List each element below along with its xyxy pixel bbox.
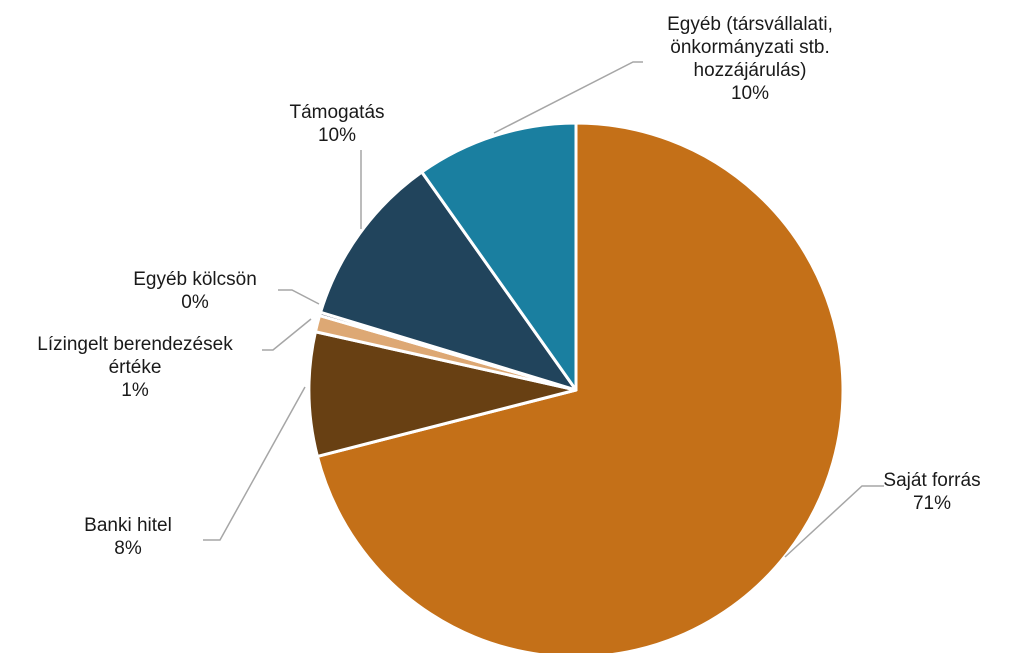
leader-line-0 (784, 485, 884, 558)
slice-category-label: hozzájárulás) (694, 60, 807, 81)
data-label-4: Támogatás 10% (289, 102, 384, 146)
slice-category-label: Támogatás (289, 102, 384, 123)
slice-value-label: 8% (114, 538, 142, 559)
pie-slice-0 (315, 121, 845, 658)
pie-slice-5 (420, 121, 578, 392)
leader-lines (203, 61, 884, 558)
data-labels: Saját forrás 71% Banki hitel 8% Lízingelt be… (37, 14, 980, 559)
slice-category-label: Saját forrás (883, 470, 980, 491)
slice-value-label: 71% (913, 493, 951, 514)
leader-line-2 (262, 318, 312, 351)
slice-category-label: értéke (109, 357, 162, 378)
pie-slice-4 (319, 170, 578, 392)
leader-line-3 (278, 289, 320, 305)
leader-line-1 (203, 386, 306, 541)
slice-category-label: Egyéb (társvállalati, (667, 14, 833, 35)
data-label-1: Banki hitel 8% (84, 515, 172, 559)
slice-category-label: Lízingelt berendezések (37, 334, 233, 355)
slice-category-label: önkormányzati stb. (670, 37, 829, 58)
slice-value-label: 1% (121, 380, 149, 401)
leader-line-5 (493, 61, 643, 134)
slice-value-label: 10% (318, 125, 356, 146)
slice-value-label: 10% (731, 83, 769, 104)
data-label-2: Lízingelt berendezések értéke 1% (37, 334, 233, 401)
data-label-3: Egyéb kölcsön 0% (133, 269, 257, 313)
pie-slice-1 (307, 330, 578, 458)
slice-value-label: 0% (181, 292, 209, 313)
data-label-5: Egyéb (társvállalati, önkormányzati stb. h… (667, 14, 833, 104)
slice-category-label: Egyéb kölcsön (133, 269, 257, 290)
slice-category-label: Banki hitel (84, 515, 172, 536)
pie-slices (307, 121, 845, 658)
data-label-0: Saját forrás 71% (883, 470, 980, 514)
